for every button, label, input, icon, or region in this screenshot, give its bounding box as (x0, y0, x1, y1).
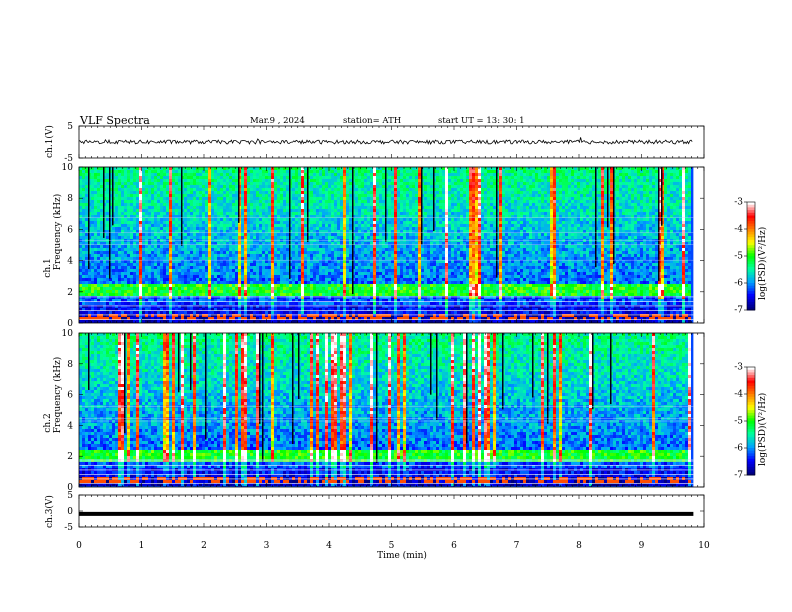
x-tick-label: 5 (389, 541, 395, 551)
x-tick-label: 4 (326, 541, 332, 551)
y-tick-label: 0 (67, 507, 73, 517)
colorbar-tick-label: -7 (734, 471, 743, 481)
ch1-waveform-line (78, 137, 693, 145)
x-tick-label: 9 (639, 541, 645, 551)
y-tick-label: 6 (67, 225, 73, 235)
y-tick-label: 4 (67, 421, 73, 431)
ch1-panel-frame (78, 125, 705, 159)
ch1-spectrogram (79, 167, 694, 323)
colorbar-tick-label: -3 (734, 363, 743, 373)
x-tick-label: 0 (76, 541, 82, 551)
y-tick-label: 5 (67, 122, 73, 132)
x-tick-label: 8 (576, 541, 582, 551)
y-tick-label: 10 (62, 163, 74, 173)
ch1-spec-ylabel-2: Frequency (kHz) (52, 194, 63, 271)
xaxis-label: Time (min) (377, 550, 427, 561)
x-tick-label: 1 (139, 541, 145, 551)
ch2-spectrogram (79, 333, 694, 487)
ch2-spec-ylabel-2: Frequency (kHz) (52, 357, 63, 434)
ch1-spec-ylabel-1: ch.1 (43, 258, 53, 277)
ch1-colorbar: -3 -4 -5 -6 -7 (734, 198, 756, 316)
colorbar-tick-label: -6 (734, 279, 743, 289)
ch3-ylabel: ch.3(V) (44, 495, 55, 528)
colorbar-tick-label: -6 (734, 444, 743, 454)
x-tick-label: 2 (201, 541, 207, 551)
colorbar-tick-label: -7 (734, 306, 743, 316)
y-tick-label: 8 (67, 360, 73, 370)
colorbar-tick-label: -4 (734, 390, 743, 400)
y-tick-label: 4 (67, 257, 73, 267)
figure-title: VLF Spectra (79, 114, 150, 127)
y-tick-label: 6 (67, 391, 73, 401)
ch1-ylabel: ch.1(V) (44, 125, 55, 158)
ch2-colorbar: -3 -4 -5 -6 -7 (734, 363, 756, 481)
start-time-label: start UT = 13: 30: 1 (438, 116, 525, 126)
x-tick-label: 10 (698, 541, 710, 551)
x-tick-label: 3 (264, 541, 270, 551)
y-tick-label: 2 (67, 452, 73, 462)
ch3-waveform-line (79, 511, 694, 516)
colorbar-tick-label: -5 (734, 417, 743, 427)
y-tick-label: 2 (67, 288, 73, 298)
ch2-colorbar-label: log(PSD)(V²/Hz) (757, 393, 768, 466)
colorbar-tick-label: -5 (734, 252, 743, 262)
x-tick-label: 6 (451, 541, 457, 551)
y-tick-label: -5 (64, 523, 73, 533)
y-tick-label: 0 (67, 483, 73, 493)
y-tick-label: -5 (64, 154, 73, 164)
y-tick-label: 0 (67, 319, 73, 329)
y-tick-label: 5 (67, 491, 73, 501)
colorbar-tick-label: -3 (734, 198, 743, 208)
colorbar-tick-label: -4 (734, 225, 743, 235)
ch2-spec-ylabel-1: ch.2 (43, 413, 53, 432)
y-tick-label: 10 (62, 329, 74, 339)
x-tick-label: 7 (514, 541, 520, 551)
y-tick-label: 8 (67, 194, 73, 204)
ch1-colorbar-label: log(PSD)(V²/Hz) (757, 227, 768, 300)
station-label: station= ATH (343, 116, 401, 126)
ch3-panel-frame (78, 494, 705, 528)
date-label: Mar.9 , 2024 (250, 116, 305, 126)
